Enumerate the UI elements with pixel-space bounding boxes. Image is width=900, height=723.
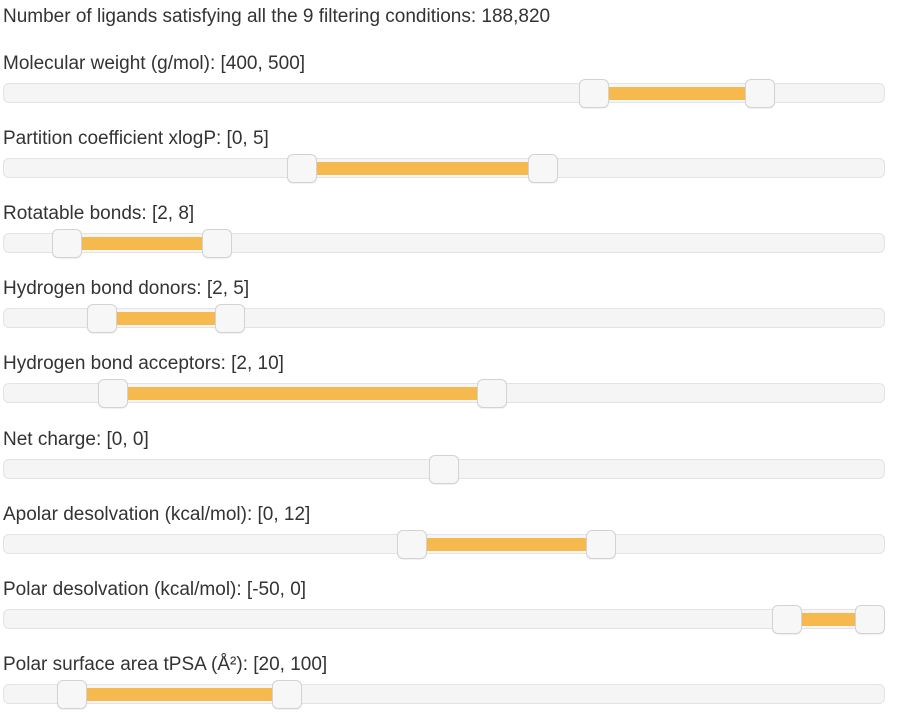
filter-label: Net charge: [0, 0]	[3, 429, 149, 450]
filter-hydrogen-bond-donors: Hydrogen bond donors: [2, 5]	[0, 277, 900, 347]
slider-min-handle[interactable]	[52, 229, 83, 258]
filter-label: Partition coefficient xlogP: [0, 5]	[3, 128, 269, 149]
slider-selected-range	[71, 688, 288, 701]
slider-min-handle[interactable]	[286, 154, 317, 183]
slider-max-handle[interactable]	[745, 79, 776, 108]
slider-min-handle[interactable]	[87, 304, 118, 333]
filter-label: Molecular weight (g/mol): [400, 500]	[3, 53, 306, 74]
filter-label: Polar surface area tPSA (Å²): [20, 100]	[3, 654, 328, 675]
filter-apolar-desolvation: Apolar desolvation (kcal/mol): [0, 12]	[0, 503, 900, 573]
slider-selected-range	[593, 87, 761, 100]
filter-rotatable-bonds: Rotatable bonds: [2, 8]	[0, 202, 900, 272]
filter-label: Hydrogen bond acceptors: [2, 10]	[3, 353, 284, 374]
slider-max-handle[interactable]	[201, 229, 232, 258]
slider-max-handle[interactable]	[215, 304, 246, 333]
filter-label: Hydrogen bond donors: [2, 5]	[3, 278, 250, 299]
slider-selected-range	[786, 613, 870, 626]
ligand-count-summary: Number of ligands satisfying all the 9 f…	[3, 6, 551, 27]
slider-selected-range	[301, 162, 543, 175]
slider-selected-range	[102, 312, 231, 325]
slider-selected-range	[112, 387, 492, 400]
filter-label: Apolar desolvation (kcal/mol): [0, 12]	[3, 504, 311, 525]
slider-min-handle[interactable]	[56, 680, 87, 709]
filter-polar-surface-area: Polar surface area tPSA (Å²): [20, 100]	[0, 653, 900, 723]
filter-partition-coefficient: Partition coefficient xlogP: [0, 5]	[0, 127, 900, 197]
slider-max-handle[interactable]	[585, 530, 616, 559]
slider-max-handle[interactable]	[476, 379, 507, 408]
filter-molecular-weight: Molecular weight (g/mol): [400, 500]	[0, 52, 900, 122]
filter-net-charge: Net charge: [0, 0]	[0, 428, 900, 498]
filter-label: Polar desolvation (kcal/mol): [-50, 0]	[3, 579, 307, 600]
slider-min-handle[interactable]	[429, 455, 459, 484]
slider-max-handle[interactable]	[527, 154, 558, 183]
slider-min-handle[interactable]	[578, 79, 609, 108]
filter-label: Rotatable bonds: [2, 8]	[3, 203, 195, 224]
slider-track[interactable]	[3, 609, 885, 629]
filter-polar-desolvation: Polar desolvation (kcal/mol): [-50, 0]	[0, 578, 900, 648]
slider-min-handle[interactable]	[97, 379, 128, 408]
filter-hydrogen-bond-acceptors: Hydrogen bond acceptors: [2, 10]	[0, 352, 900, 422]
slider-min-handle[interactable]	[771, 605, 802, 634]
slider-selected-range	[67, 237, 217, 250]
slider-max-handle[interactable]	[272, 680, 303, 709]
slider-selected-range	[411, 538, 601, 551]
slider-max-handle[interactable]	[855, 605, 885, 634]
slider-min-handle[interactable]	[396, 530, 427, 559]
